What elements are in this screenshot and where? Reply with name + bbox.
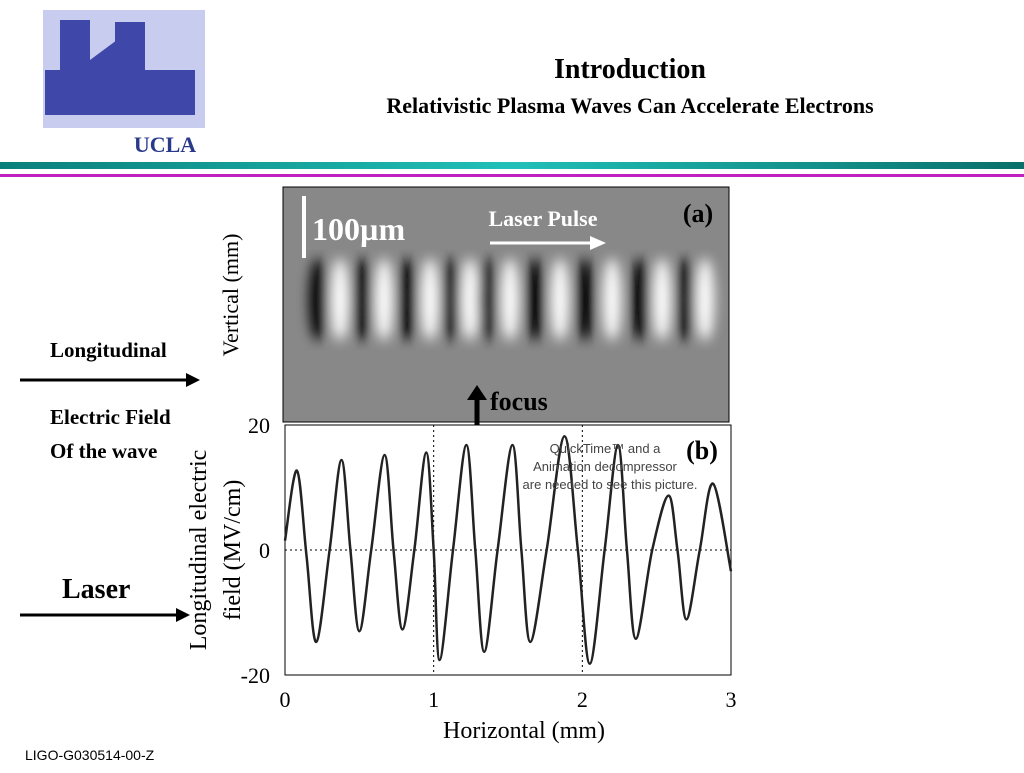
notice: QuickTime™ and a	[550, 441, 662, 456]
notice: Animation decompressor	[533, 459, 677, 474]
side-text: Laser	[62, 574, 130, 605]
logo-building	[45, 20, 195, 115]
notice: are needed to see this picture.	[523, 477, 698, 492]
x-tick-label: 0	[280, 687, 291, 712]
y-axis-label: field (MV/cm)	[220, 480, 246, 621]
panel-label: (b)	[686, 436, 718, 465]
x-axis-label: Horizontal (mm)	[443, 718, 605, 744]
subtitle: Relativistic Plasma Waves Can Accelerate…	[386, 93, 874, 118]
side-text: Longitudinal	[50, 338, 167, 362]
footer: LIGO-G030514-00-Z	[25, 747, 155, 763]
scale-label: 100µm	[312, 211, 405, 247]
arrow-head	[590, 236, 606, 250]
data-line	[283, 434, 733, 666]
header-rule	[0, 162, 1024, 169]
laser-pulse-label: Laser Pulse	[489, 206, 598, 231]
y-tick-label: 20	[248, 413, 270, 438]
side-text: Of the wave	[50, 439, 157, 463]
image-a	[282, 186, 730, 423]
arrow-head	[176, 608, 190, 622]
arrow-head	[186, 373, 200, 387]
y-axis-label: Longitudinal electric	[186, 450, 212, 651]
y-tick-label: 0	[259, 538, 270, 563]
y-tick-label: -20	[241, 663, 270, 688]
focus-label: focus	[490, 387, 548, 416]
side-text: Electric Field	[50, 405, 171, 429]
panel-label: (a)	[683, 199, 713, 228]
x-tick-label: 3	[726, 687, 737, 712]
x-tick-label: 1	[428, 687, 439, 712]
x-tick-label: 2	[577, 687, 588, 712]
title: Introduction	[554, 54, 706, 85]
logo-text: UCLA	[134, 132, 196, 157]
header-rule	[0, 174, 1024, 177]
y-axis-label: Vertical (mm)	[218, 234, 243, 357]
